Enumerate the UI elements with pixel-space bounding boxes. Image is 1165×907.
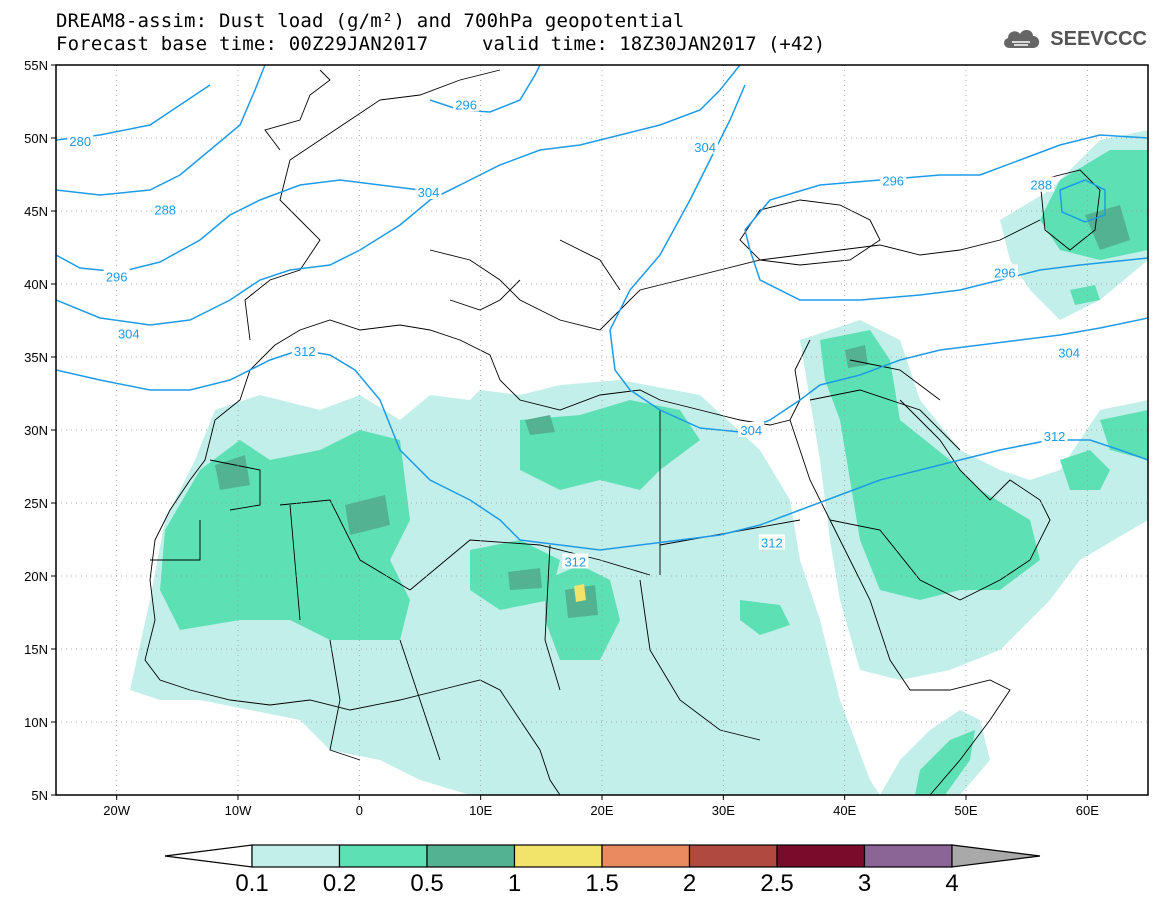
colorbar-low-arrow — [164, 844, 253, 868]
lat-label: 5N — [31, 788, 48, 803]
contour-labels: 280 288 296 304 312 296 304 304 296 288 296 304 304 3… — [67, 96, 1083, 569]
dust-shading — [130, 130, 1148, 795]
lat-label: 45N — [24, 204, 48, 219]
contour-label-bg — [453, 96, 480, 112]
contour-label: 304 — [694, 140, 716, 155]
contour-label: 312 — [761, 535, 783, 550]
lon-label: 20E — [590, 803, 613, 818]
lon-label: 50E — [954, 803, 977, 818]
colorbar-segment — [513, 844, 603, 868]
contour-label-bg — [1056, 344, 1083, 360]
contour-label-bg — [991, 264, 1018, 280]
colorbar-segment — [776, 844, 866, 868]
contour-label-bg — [758, 534, 785, 550]
cloud-icon — [1004, 30, 1040, 48]
contour-label-bg — [562, 553, 589, 569]
lon-label: 20W — [103, 803, 130, 818]
logo-text: SEEVCCC — [1050, 27, 1147, 50]
contour-label-bg — [67, 132, 94, 148]
contour-label: 304 — [418, 185, 440, 200]
valid-time: valid time: 18Z30JAN2017 (+42) — [482, 33, 826, 55]
lon-label: 10E — [469, 803, 492, 818]
colorbar-label: 1 — [508, 870, 521, 897]
colorbar-label: 1.5 — [585, 870, 618, 897]
lat-label: 30N — [24, 423, 48, 438]
colorbar-segment — [601, 844, 691, 868]
contour-label: 296 — [882, 173, 904, 188]
contour-label: 288 — [154, 203, 176, 218]
lon-label: 0 — [356, 803, 363, 818]
lat-label: 25N — [24, 496, 48, 511]
contour-label: 304 — [118, 327, 140, 342]
colorbar-segment — [426, 844, 516, 868]
contour-label: 312 — [1044, 429, 1066, 444]
contour-label-bg — [1028, 176, 1055, 192]
colorbar-high-arrow — [951, 844, 1041, 868]
lon-label: 40E — [833, 803, 856, 818]
colorbar-label: 2.5 — [760, 870, 793, 897]
colorbar-segment — [338, 844, 428, 868]
colorbar-segment — [251, 844, 341, 868]
contour-label: 288 — [1030, 178, 1052, 193]
contour-label-bg — [415, 184, 442, 200]
colorbar-label: 2 — [683, 870, 696, 897]
colorbar-label: 0.5 — [410, 870, 443, 897]
contour-label: 312 — [564, 554, 586, 569]
contour-label-bg — [291, 343, 318, 359]
contour-label-bg — [880, 172, 907, 188]
lat-label: 20N — [24, 569, 48, 584]
lon-label: 30E — [712, 803, 735, 818]
colorbar-label: 0.1 — [235, 870, 268, 897]
contour-label-bg — [738, 422, 765, 437]
coastlines — [144, 69, 1101, 795]
contour-label: 296 — [455, 97, 477, 112]
lat-label: 35N — [24, 350, 48, 365]
map-title: DREAM8-assim: Dust load (g/m²) and 700hP… — [56, 10, 685, 32]
colorbar-segment — [688, 844, 778, 868]
seevccc-logo: SEEVCCC — [1000, 26, 1147, 52]
contour-label: 296 — [106, 270, 128, 285]
colorbar: 0.1 0.2 0.5 1 1.5 2 2.5 3 4 — [164, 844, 1041, 897]
lat-label: 55N — [24, 58, 48, 73]
contour-label-bg — [152, 201, 179, 217]
contour-label-bg — [115, 325, 142, 341]
lon-label: 10W — [225, 803, 252, 818]
contour-label: 280 — [69, 134, 91, 149]
contour-label-bg — [692, 138, 719, 154]
contour-label: 304 — [1058, 346, 1080, 361]
colorbar-segment — [863, 844, 953, 868]
map-axes: 55N 50N 45N 40N 35N 30N 25N 20N 15N 10N 5N 20W 10W 0 1… — [24, 58, 1099, 818]
lat-label: 10N — [24, 715, 48, 730]
contour-label: 304 — [740, 423, 762, 438]
contour-label-bg — [103, 268, 130, 284]
forecast-base-time: Forecast base time: 00Z29JAN2017 — [56, 33, 429, 55]
contour-label: 312 — [294, 344, 316, 359]
lat-label: 50N — [24, 131, 48, 146]
gridlines — [56, 65, 1148, 795]
colorbar-label: 4 — [945, 870, 958, 897]
lat-label: 15N — [24, 642, 48, 657]
contour-label: 296 — [994, 265, 1016, 280]
lat-label: 40N — [24, 277, 48, 292]
colorbar-label: 3 — [858, 870, 871, 897]
colorbar-label: 0.2 — [323, 870, 356, 897]
lon-label: 60E — [1076, 803, 1099, 818]
contour-label-bg — [1041, 427, 1068, 443]
